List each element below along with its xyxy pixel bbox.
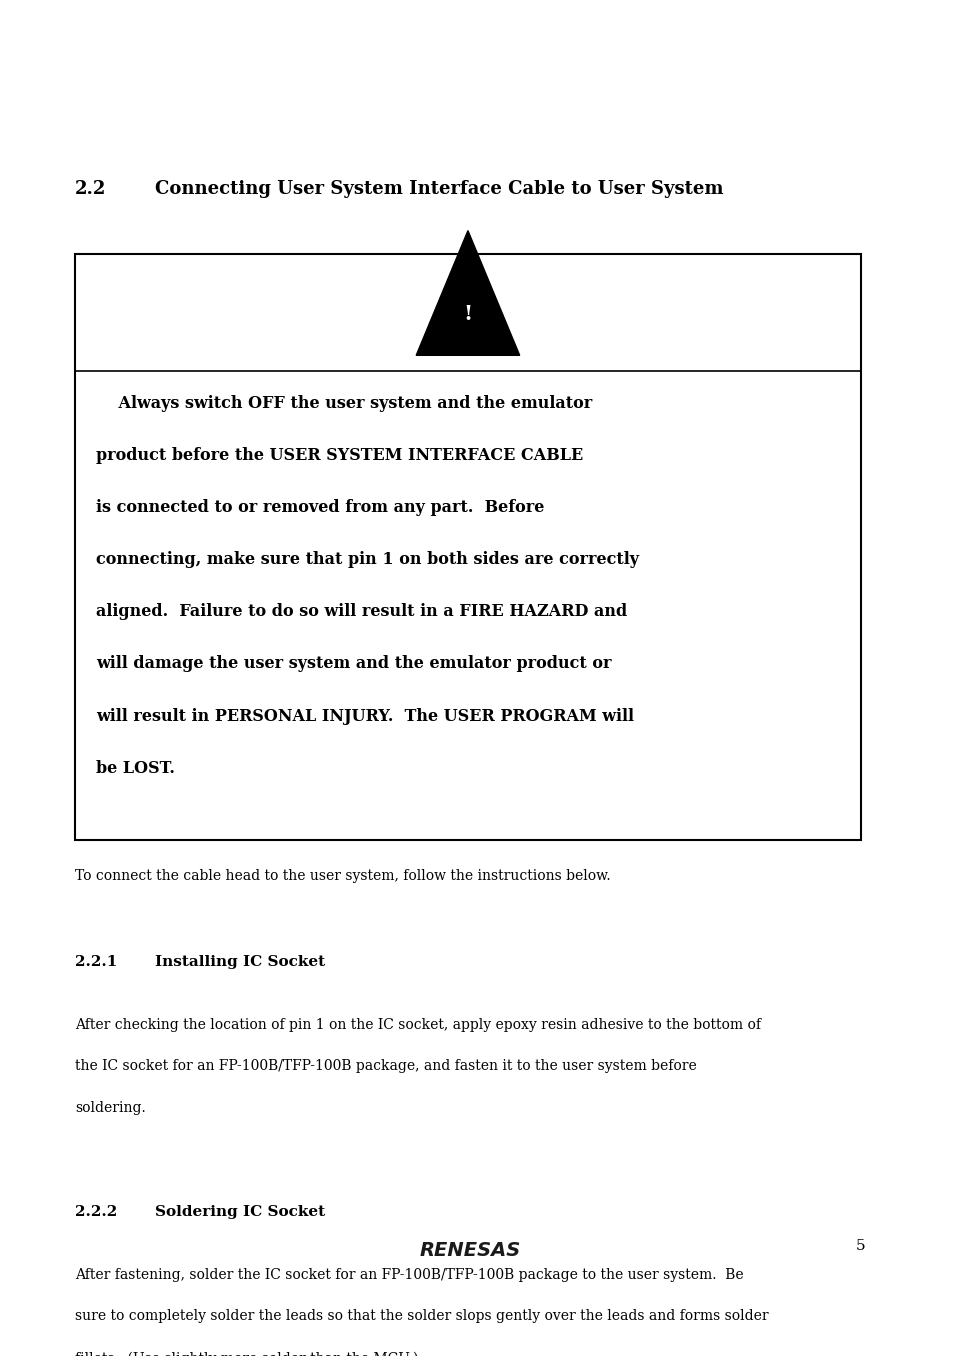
Text: Soldering IC Socket: Soldering IC Socket (155, 1205, 325, 1219)
Text: soldering.: soldering. (75, 1101, 146, 1115)
Text: 5: 5 (855, 1239, 864, 1253)
Text: aligned.  Failure to do so will result in a FIRE HAZARD and: aligned. Failure to do so will result in… (96, 603, 626, 620)
Text: After checking the location of pin 1 on the IC socket, apply epoxy resin adhesiv: After checking the location of pin 1 on … (75, 1017, 760, 1032)
Text: To connect the cable head to the user system, follow the instructions below.: To connect the cable head to the user sy… (75, 869, 610, 883)
Text: connecting, make sure that pin 1 on both sides are correctly: connecting, make sure that pin 1 on both… (96, 551, 639, 568)
Text: 2.2.1: 2.2.1 (75, 955, 117, 970)
Text: be LOST.: be LOST. (96, 759, 174, 777)
Text: fillets.  (Use slightly more solder than the MCU.): fillets. (Use slightly more solder than … (75, 1351, 418, 1356)
Text: 2.2.2: 2.2.2 (75, 1205, 117, 1219)
Text: will result in PERSONAL INJURY.  The USER PROGRAM will: will result in PERSONAL INJURY. The USER… (96, 708, 634, 724)
Polygon shape (416, 231, 519, 355)
Text: 2.2: 2.2 (75, 180, 107, 198)
Text: sure to completely solder the leads so that the solder slops gently over the lea: sure to completely solder the leads so t… (75, 1310, 768, 1323)
Text: Always switch OFF the user system and the emulator: Always switch OFF the user system and th… (96, 395, 592, 412)
Text: !: ! (463, 304, 472, 324)
Text: the IC socket for an FP-100B/TFP-100B package, and fasten it to the user system : the IC socket for an FP-100B/TFP-100B pa… (75, 1059, 697, 1074)
Text: is connected to or removed from any part.  Before: is connected to or removed from any part… (96, 499, 544, 517)
Text: Connecting User System Interface Cable to User System: Connecting User System Interface Cable t… (155, 180, 723, 198)
Text: will damage the user system and the emulator product or: will damage the user system and the emul… (96, 655, 611, 673)
Text: product before the USER SYSTEM INTERFACE CABLE: product before the USER SYSTEM INTERFACE… (96, 447, 582, 464)
Text: RENESAS: RENESAS (419, 1241, 520, 1260)
Bar (75, 254, 860, 841)
Text: Installing IC Socket: Installing IC Socket (155, 955, 325, 970)
Text: After fastening, solder the IC socket for an FP-100B/TFP-100B package to the use: After fastening, solder the IC socket fo… (75, 1268, 743, 1281)
